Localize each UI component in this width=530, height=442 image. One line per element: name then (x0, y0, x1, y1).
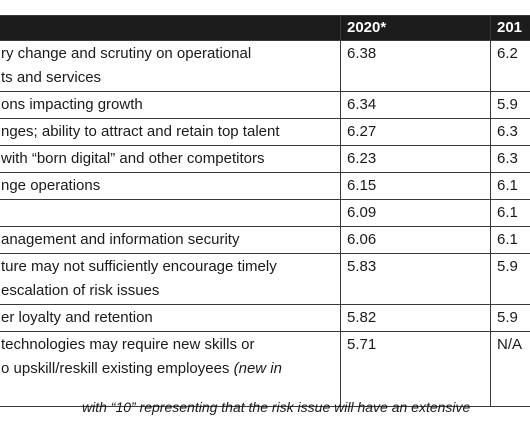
risk-cell: technologies may require new skills or o… (0, 331, 341, 407)
table-row: technologies may require new skills or o… (0, 331, 530, 407)
score-2019: 5.9 (490, 91, 530, 119)
table-row: nge operations 6.15 6.1 (0, 172, 530, 200)
score-2020: 5.71 (340, 331, 491, 407)
risk-text: anagement and information security (1, 231, 240, 248)
score-2020: 6.38 (340, 40, 491, 92)
risk-text: ts and services (1, 69, 102, 86)
table-row: ry change and scrutiny on operational ts… (0, 40, 530, 92)
score-2020: 6.09 (340, 199, 491, 227)
risk-note: (new in (233, 360, 282, 377)
risk-cell: nges; ability to attract and retain top … (0, 118, 341, 146)
risk-cell: ons impacting growth (0, 91, 341, 119)
score-2019: 5.9 (490, 253, 530, 305)
table-row: 6.09 6.1 (0, 199, 530, 227)
score-2019: N/A (490, 331, 530, 407)
risk-text: technologies may require new skills or (1, 336, 255, 353)
score-2020: 6.06 (340, 226, 491, 254)
score-2019: 6.3 (490, 118, 530, 146)
risk-table: 2020* 201 ry change and scrutiny on oper… (0, 15, 530, 407)
risk-text: with “born digital” and other competitor… (1, 150, 265, 167)
risk-cell: er loyalty and retention (0, 304, 341, 332)
score-2019: 6.1 (490, 172, 530, 200)
risk-cell: ture may not sufficiently encourage time… (0, 253, 341, 305)
score-2020: 5.82 (340, 304, 491, 332)
score-2019: 6.1 (490, 199, 530, 227)
risk-text: ry change and scrutiny on operational (1, 45, 252, 62)
risk-text (1, 201, 334, 225)
risk-text: nges; ability to attract and retain top … (1, 123, 280, 140)
table-row: ons impacting growth 6.34 5.9 (0, 91, 530, 119)
table-header-row: 2020* 201 (0, 15, 530, 41)
risk-text: nge operations (1, 177, 101, 194)
table-row: ture may not sufficiently encourage time… (0, 253, 530, 305)
risk-cell: with “born digital” and other competitor… (0, 145, 341, 173)
score-2019: 6.2 (490, 40, 530, 92)
table-row: anagement and information security 6.06 … (0, 226, 530, 254)
score-2020: 6.34 (340, 91, 491, 119)
table-row: nges; ability to attract and retain top … (0, 118, 530, 146)
risk-cell (0, 199, 341, 227)
risk-text: ture may not sufficiently encourage time… (1, 258, 277, 275)
risk-text: o upskill/reskill existing employees (1, 360, 234, 377)
risk-cell: nge operations (0, 172, 341, 200)
score-2020: 6.15 (340, 172, 491, 200)
risk-table-container: 2020* 201 ry change and scrutiny on oper… (0, 15, 530, 407)
risk-text: ons impacting growth (1, 96, 143, 113)
risk-cell: anagement and information security (0, 226, 341, 254)
risk-cell: ry change and scrutiny on operational ts… (0, 40, 341, 92)
risk-text: er loyalty and retention (1, 309, 153, 326)
footnote: with “10” representing that the risk iss… (82, 399, 471, 415)
risk-text: escalation of risk issues (1, 282, 160, 299)
score-2019: 6.3 (490, 145, 530, 173)
table-row: with “born digital” and other competitor… (0, 145, 530, 173)
header-2020: 2020* (340, 15, 491, 41)
score-2019: 6.1 (490, 226, 530, 254)
table-row: er loyalty and retention 5.82 5.9 (0, 304, 530, 332)
score-2019: 5.9 (490, 304, 530, 332)
header-2019: 201 (490, 15, 530, 41)
score-2020: 5.83 (340, 253, 491, 305)
header-risk (0, 15, 341, 41)
score-2020: 6.27 (340, 118, 491, 146)
score-2020: 6.23 (340, 145, 491, 173)
